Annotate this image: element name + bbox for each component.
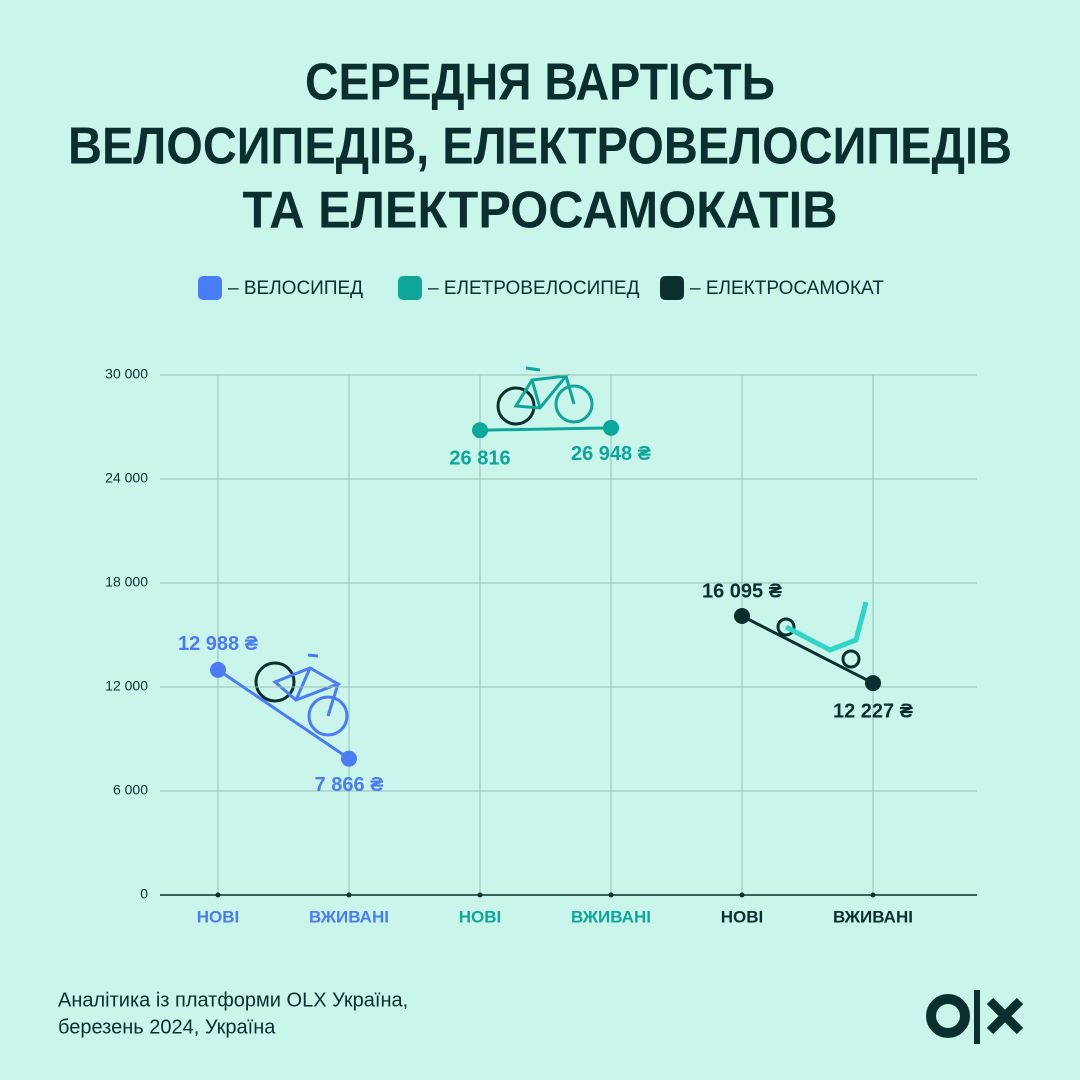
x-tick [739, 892, 745, 898]
x-tick-label: НОВІ [197, 907, 240, 926]
legend-label: – ВЕЛОСИПЕД [228, 278, 363, 299]
legend-swatch [198, 276, 222, 300]
chart-title: СЕРЕДНЯ ВАРТІСТЬ [305, 54, 775, 112]
scooter-icon [776, 601, 869, 669]
value-label: 16 095 ₴ [702, 580, 782, 602]
value-label: 12 988 ₴ [178, 633, 258, 655]
source: березень 2024, Україна [58, 1016, 276, 1038]
data-point [210, 661, 226, 678]
chart-title: ТА ЕЛЕКТРОСАМОКАТІВ [243, 182, 838, 240]
value-label: 26 816 [449, 447, 510, 469]
data-point [734, 608, 750, 625]
data-point [603, 419, 619, 436]
legend-swatch [398, 276, 422, 300]
series-line [479, 426, 612, 432]
legend-swatch [660, 276, 684, 300]
source: Аналітика із платформи OLX Україна, [58, 989, 408, 1011]
y-tick-label: 0 [140, 886, 148, 902]
x-tick-label: ВЖИВАНІ [833, 907, 913, 926]
series-line [741, 614, 874, 685]
x-tick-label: НОВІ [721, 907, 764, 926]
x-tick [870, 892, 876, 898]
chart-title: ВЕЛОСИПЕДІВ, ЕЛЕКТРОВЕЛОСИПЕДІВ [68, 118, 1012, 176]
x-tick [346, 892, 352, 898]
y-tick-label: 18 000 [105, 574, 148, 590]
bike-icon [254, 653, 349, 737]
x-tick [215, 892, 221, 898]
x-tick-label: ВЖИВАНІ [571, 907, 651, 926]
data-point [341, 750, 357, 767]
y-tick-label: 12 000 [105, 678, 148, 694]
x-tick [608, 892, 614, 898]
y-tick-label: 6 000 [113, 782, 148, 798]
legend-label: – ЕЛЕКТРОСАМОКАТ [690, 278, 884, 299]
x-tick-label: НОВІ [459, 907, 502, 926]
y-tick-label: 24 000 [105, 470, 148, 486]
ebike-icon [496, 366, 594, 426]
value-label: 12 227 ₴ [833, 700, 913, 722]
data-point [472, 422, 488, 439]
y-tick-label: 30 000 [105, 366, 148, 382]
x-tick [477, 892, 483, 898]
x-tick-label: ВЖИВАНІ [309, 907, 389, 926]
value-label: 7 866 ₴ [315, 774, 384, 796]
value-label: 26 948 ₴ [571, 443, 651, 465]
data-point [865, 675, 881, 692]
series-line [217, 668, 350, 760]
logo [926, 990, 1024, 1044]
legend-label: – ЕЛЕТРОВЕЛОСИПЕД [428, 278, 640, 299]
